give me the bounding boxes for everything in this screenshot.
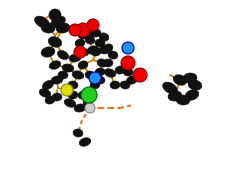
- Ellipse shape: [103, 44, 113, 52]
- Circle shape: [85, 103, 95, 113]
- Ellipse shape: [115, 66, 125, 74]
- Circle shape: [69, 24, 81, 36]
- Ellipse shape: [58, 71, 68, 79]
- Ellipse shape: [97, 59, 107, 67]
- Circle shape: [122, 42, 134, 54]
- Ellipse shape: [69, 54, 81, 62]
- Ellipse shape: [45, 96, 55, 104]
- Ellipse shape: [78, 31, 88, 39]
- Ellipse shape: [95, 39, 105, 47]
- Ellipse shape: [48, 37, 62, 47]
- Ellipse shape: [51, 76, 63, 84]
- Ellipse shape: [41, 47, 55, 57]
- Ellipse shape: [78, 91, 88, 99]
- Ellipse shape: [43, 80, 54, 90]
- Ellipse shape: [73, 129, 83, 137]
- Ellipse shape: [77, 48, 89, 56]
- Ellipse shape: [168, 91, 182, 101]
- Ellipse shape: [51, 16, 65, 28]
- Ellipse shape: [103, 59, 113, 67]
- Ellipse shape: [95, 76, 105, 84]
- Ellipse shape: [78, 61, 88, 69]
- Ellipse shape: [68, 91, 78, 99]
- Ellipse shape: [64, 99, 76, 107]
- Ellipse shape: [52, 93, 62, 101]
- Ellipse shape: [104, 69, 116, 77]
- Ellipse shape: [188, 80, 202, 90]
- Ellipse shape: [183, 73, 197, 83]
- Ellipse shape: [176, 95, 190, 105]
- Ellipse shape: [56, 23, 70, 33]
- Ellipse shape: [173, 75, 187, 85]
- Ellipse shape: [99, 33, 109, 41]
- Circle shape: [121, 56, 135, 70]
- Circle shape: [74, 46, 86, 58]
- Ellipse shape: [99, 46, 109, 54]
- Ellipse shape: [185, 90, 199, 100]
- Ellipse shape: [87, 46, 99, 54]
- Circle shape: [81, 87, 97, 103]
- Ellipse shape: [83, 99, 93, 107]
- Circle shape: [76, 23, 90, 37]
- Ellipse shape: [75, 39, 85, 47]
- Ellipse shape: [126, 76, 138, 84]
- Ellipse shape: [85, 36, 95, 44]
- Ellipse shape: [39, 89, 51, 97]
- Ellipse shape: [91, 29, 101, 37]
- Ellipse shape: [85, 31, 95, 39]
- Circle shape: [133, 68, 147, 82]
- Ellipse shape: [35, 16, 49, 28]
- Ellipse shape: [57, 50, 69, 60]
- Ellipse shape: [120, 81, 130, 89]
- Ellipse shape: [91, 48, 101, 56]
- Ellipse shape: [90, 81, 100, 89]
- Ellipse shape: [62, 64, 74, 72]
- Ellipse shape: [41, 23, 55, 33]
- Ellipse shape: [85, 71, 95, 79]
- Circle shape: [61, 84, 73, 96]
- Circle shape: [49, 9, 61, 21]
- Circle shape: [87, 19, 99, 31]
- Ellipse shape: [74, 104, 86, 112]
- Ellipse shape: [72, 71, 84, 79]
- Ellipse shape: [110, 81, 120, 89]
- Ellipse shape: [123, 68, 133, 76]
- Ellipse shape: [108, 51, 118, 59]
- Ellipse shape: [95, 68, 105, 76]
- Ellipse shape: [49, 61, 61, 69]
- Circle shape: [89, 72, 101, 84]
- Ellipse shape: [68, 81, 78, 89]
- Ellipse shape: [79, 138, 91, 146]
- Ellipse shape: [163, 82, 177, 94]
